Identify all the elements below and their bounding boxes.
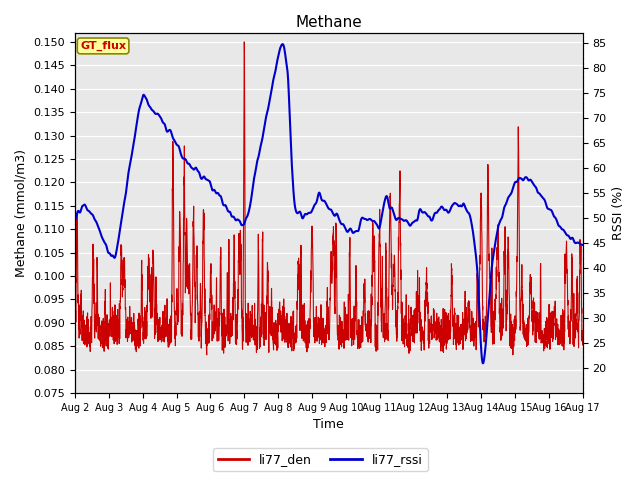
li77_den <box>579 342 586 348</box>
li77_rssi <box>479 360 487 366</box>
li77_rssi <box>278 41 286 47</box>
Legend: li77_den, li77_rssi: li77_den, li77_rssi <box>212 448 428 471</box>
li77_rssi <box>129 145 137 151</box>
li77_rssi <box>515 176 522 182</box>
li77_rssi <box>71 217 79 223</box>
li77_rssi <box>579 242 586 248</box>
li77_rssi <box>159 120 167 125</box>
li77_den <box>266 330 274 336</box>
li77_den <box>129 338 137 344</box>
li77_den <box>241 39 248 45</box>
Line: li77_den: li77_den <box>75 42 582 355</box>
Y-axis label: RSSI (%): RSSI (%) <box>612 186 625 240</box>
Line: li77_rssi: li77_rssi <box>75 44 582 363</box>
Y-axis label: Methane (mmol/m3): Methane (mmol/m3) <box>15 149 28 277</box>
X-axis label: Time: Time <box>314 419 344 432</box>
li77_rssi <box>569 236 577 241</box>
li77_den <box>515 124 522 130</box>
li77_den <box>203 352 211 358</box>
Text: GT_flux: GT_flux <box>80 41 126 51</box>
li77_den <box>159 309 167 314</box>
Title: Methane: Methane <box>296 15 362 30</box>
li77_rssi <box>288 162 296 168</box>
li77_rssi <box>266 97 273 103</box>
li77_den <box>71 341 79 347</box>
li77_den <box>569 328 577 334</box>
li77_den <box>288 327 296 333</box>
